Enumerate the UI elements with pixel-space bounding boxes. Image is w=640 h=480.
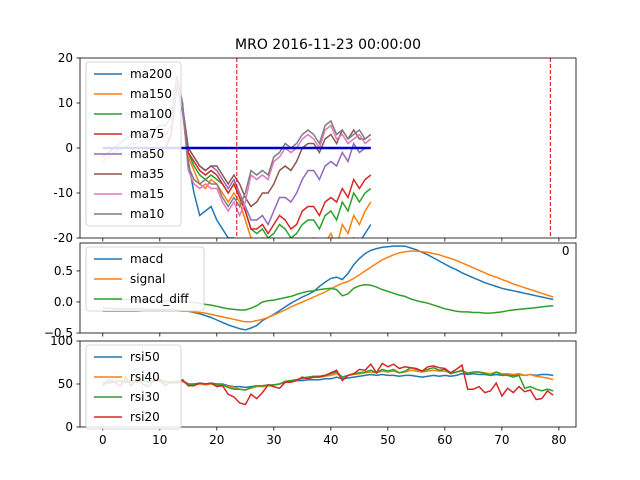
y-tick-label: 20 <box>58 51 73 65</box>
y-tick-label: 10 <box>58 96 73 110</box>
legend-label-rsi50: rsi50 <box>130 350 160 364</box>
y-tick-label: 0 <box>65 141 73 155</box>
panel-moving-averages: 20100-10-200ma200ma150ma100ma75ma50ma35m… <box>53 51 577 258</box>
legend-label-macd: macd <box>130 252 163 266</box>
legend-box <box>85 61 182 227</box>
legend-label-ma150: ma150 <box>130 87 172 101</box>
legend-label-rsi40: rsi40 <box>130 370 160 384</box>
y-tick-label: -10 <box>53 186 73 200</box>
x-tick-label: 60 <box>437 433 452 447</box>
x-tick-label: 0 <box>99 433 107 447</box>
legend-rsi: rsi50 rsi40 rsi30 rsi20 <box>85 344 182 430</box>
x-tick-label: 40 <box>323 433 338 447</box>
legend-label-rsi20: rsi20 <box>130 410 160 424</box>
legend-moving-averages: ma200 ma150 ma100 ma75 ma50 ma35 ma15 ma10 <box>85 61 182 227</box>
panel-macd: 0.5 0.0 −0.5 macd signal macd_diff <box>44 242 577 340</box>
legend-label-macd_diff: macd_diff <box>130 292 189 306</box>
axes-frame-macd <box>79 242 577 334</box>
y-tick-label: 0 <box>65 420 73 434</box>
legend-label-ma100: ma100 <box>130 107 172 121</box>
legend-label-ma15: ma15 <box>130 187 164 201</box>
x-tick-label-partial: 0 <box>562 244 570 258</box>
y-tick-label: 100 <box>50 334 73 348</box>
legend-label-ma200: ma200 <box>130 67 172 81</box>
legend-label-signal: signal <box>130 272 166 286</box>
x-tick-label: 70 <box>494 433 509 447</box>
legend-box <box>85 246 205 312</box>
x-tick-label: 80 <box>551 433 566 447</box>
x-tick-label: 50 <box>380 433 395 447</box>
legend-label-ma75: ma75 <box>130 127 164 141</box>
legend-macd: macd signal macd_diff <box>85 246 205 312</box>
y-tick-label: -20 <box>53 231 73 245</box>
legend-label-ma35: ma35 <box>130 167 164 181</box>
chart-title: MRO 2016-11-23 00:00:00 <box>235 37 421 53</box>
y-tick-label: 50 <box>58 377 73 391</box>
legend-label-ma10: ma10 <box>130 207 164 221</box>
legend-box <box>85 344 182 430</box>
x-tick-label: 20 <box>209 433 224 447</box>
legend-label-ma50: ma50 <box>130 147 164 161</box>
x-tick-label: 10 <box>152 433 167 447</box>
y-tick-label: 0.5 <box>54 264 73 278</box>
y-tick-label: −0.5 <box>44 326 73 340</box>
x-tick-label: 30 <box>266 433 281 447</box>
legend-label-rsi30: rsi30 <box>130 390 160 404</box>
y-tick-label: 0.0 <box>54 295 73 309</box>
